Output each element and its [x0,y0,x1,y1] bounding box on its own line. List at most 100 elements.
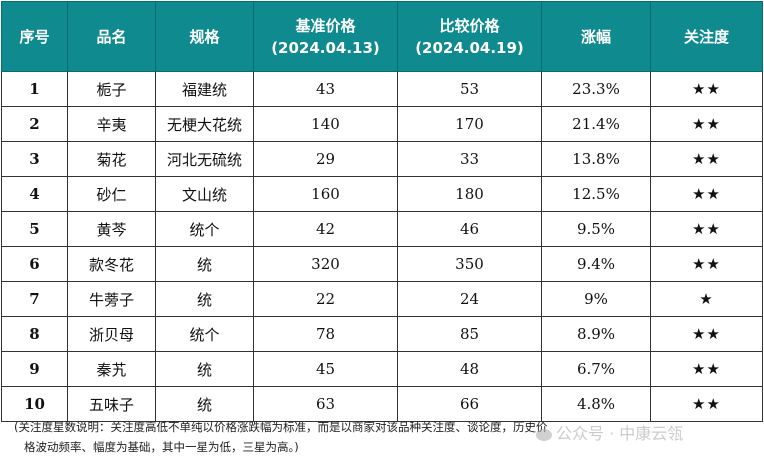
row-spec: 福建统 [155,71,254,107]
row-name: 砂仁 [67,176,156,212]
row-base-price: 45 [253,351,398,387]
header-name: 品名 [67,1,156,72]
star-icon: ★ [706,220,721,238]
row-no: 1 [1,71,68,107]
row-base-price: 43 [253,71,398,107]
table-row: 1 栀子 福建统 43 53 23.3% ★★ [1,71,763,107]
watermark-text: 公众号 · 中康云瓴 [556,424,684,443]
row-compare-price: 180 [397,176,542,212]
row-attention-stars: ★★ [650,71,763,107]
star-icon: ★ [706,360,721,378]
row-spec: 无梗大花统 [155,106,254,142]
table-row: 10 五味子统 63 66 4.8% ★★ [1,386,763,422]
row-base-price: 22 [253,281,398,317]
row-compare-price: 48 [397,351,542,387]
row-no: 5 [1,211,68,247]
row-spec: 统 [155,351,254,387]
row-name: 五味子 [67,386,156,422]
table-row: 3 菊花 河北无硫统 29 33 13.8% ★★ [1,141,763,177]
row-change: 9.5% [541,211,651,247]
header-base-price-label: 基准价格 [295,16,356,35]
row-name: 浙贝母 [67,316,156,352]
row-spec: 统 [155,281,254,317]
table-row: 4 砂仁 文山统 160 180 12.5% ★★ [1,176,763,212]
star-icon: ★ [692,395,707,413]
star-icon: ★ [692,115,707,133]
row-compare-price: 85 [397,316,542,352]
star-icon: ★ [706,255,721,273]
header-spec: 规格 [155,1,254,72]
star-icon: ★ [692,220,707,238]
row-change: 23.3% [541,71,651,107]
row-base-price: 42 [253,211,398,247]
row-attention-stars: ★★ [650,316,763,352]
row-no: 7 [1,281,68,317]
row-compare-price: 53 [397,71,542,107]
row-no: 8 [1,316,68,352]
row-attention-stars: ★★ [650,106,763,142]
star-icon: ★ [699,290,714,308]
row-name: 黄芩 [67,211,156,247]
row-no: 4 [1,176,68,212]
row-name: 秦艽 [67,351,156,387]
header-attention: 关注度 [650,1,763,72]
row-attention-stars: ★★ [650,246,763,282]
row-attention-stars: ★★ [650,176,763,212]
header-row: 序号 品名 规格 基准价格 (2024.04.13) 比较价格 (2024.04… [1,1,763,72]
table-row: 9 秦艽统 45 48 6.7% ★★ [1,351,763,387]
row-name: 辛夷 [67,106,156,142]
row-change: 21.4% [541,106,651,142]
price-table: 序号 品名 规格 基准价格 (2024.04.13) 比较价格 (2024.04… [1,1,763,422]
table-row: 7 牛蒡子统 22 24 9% ★ [1,281,763,317]
row-change: 9% [541,281,651,317]
wechat-icon [536,428,552,441]
header-no: 序号 [1,1,68,72]
row-spec: 文山统 [155,176,254,212]
star-icon: ★ [706,80,721,98]
star-icon: ★ [706,115,721,133]
star-icon: ★ [692,360,707,378]
row-base-price: 63 [253,386,398,422]
row-change: 12.5% [541,176,651,212]
watermark: 公众号 · 中康云瓴 [536,420,683,444]
row-no: 9 [1,351,68,387]
row-base-price: 140 [253,106,398,142]
row-compare-price: 46 [397,211,542,247]
row-base-price: 78 [253,316,398,352]
row-name: 菊花 [67,141,156,177]
star-icon: ★ [706,185,721,203]
row-spec: 统个 [155,211,254,247]
star-icon: ★ [706,325,721,343]
note-line-1: (关注度星数说明：关注度高低不单纯以价格涨跌幅为标准，而是以商家对该品种关注度、… [14,420,548,434]
row-base-price: 160 [253,176,398,212]
header-change: 涨幅 [541,1,651,72]
header-base-price-date: (2024.04.13) [271,38,380,57]
table-body: 1 栀子 福建统 43 53 23.3% ★★ 2 辛夷 无梗大花统 140 170 21.4% ★★ 3 菊… [1,71,763,422]
row-spec: 统个 [155,316,254,352]
row-compare-price: 170 [397,106,542,142]
row-no: 2 [1,106,68,142]
star-icon: ★ [692,325,707,343]
row-base-price: 320 [253,246,398,282]
star-icon: ★ [706,395,721,413]
row-attention-stars: ★★ [650,386,763,422]
row-no: 6 [1,246,68,282]
row-compare-price: 24 [397,281,542,317]
row-attention-stars: ★★ [650,351,763,387]
row-change: 13.8% [541,141,651,177]
attention-note: (关注度星数说明：关注度高低不单纯以价格涨跌幅为标准，而是以商家对该品种关注度、… [14,417,754,457]
table-row: 2 辛夷 无梗大花统 140 170 21.4% ★★ [1,106,763,142]
row-change: 8.9% [541,316,651,352]
header-compare-price: 比较价格 (2024.04.19) [397,1,542,72]
row-name: 款冬花 [67,246,156,282]
star-icon: ★ [692,185,707,203]
row-no: 3 [1,141,68,177]
table-row: 8 浙贝母 统个 78 85 8.9% ★★ [1,316,763,352]
row-attention-stars: ★★ [650,141,763,177]
row-spec: 统 [155,246,254,282]
table-row: 6 款冬花统 320 350 9.4% ★★ [1,246,763,282]
star-icon: ★ [692,255,707,273]
note-line-2: 格波动频率、幅度为基础，其中一星为低，三星为高。) [24,440,299,454]
table-row: 5 黄芩 统个 42 46 9.5% ★★ [1,211,763,247]
